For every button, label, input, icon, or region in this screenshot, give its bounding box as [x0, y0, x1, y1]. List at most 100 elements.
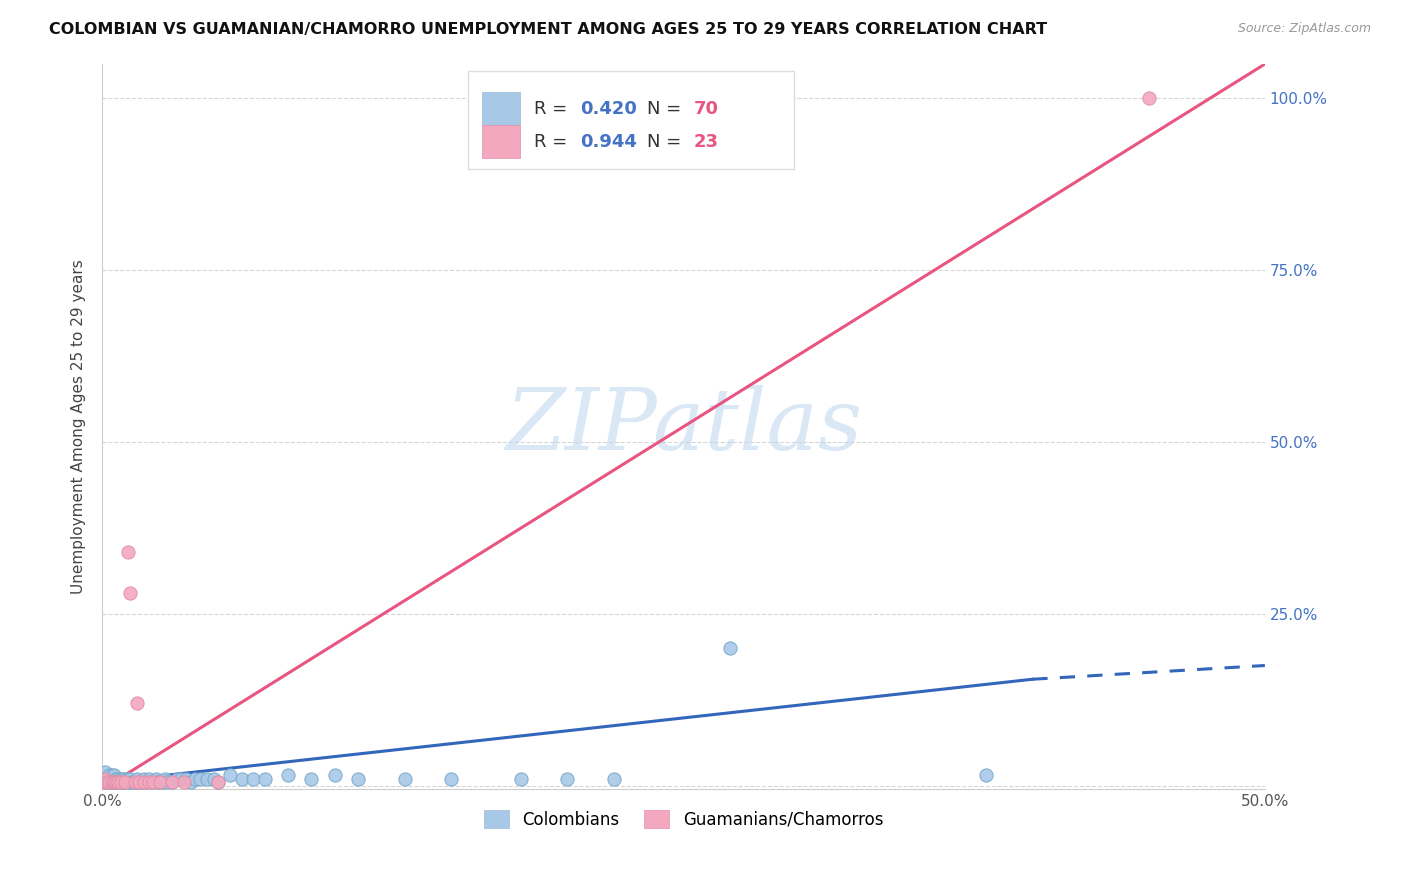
Point: [202, 772, 225, 786]
Point: [105, 775, 128, 789]
Point: [323, 768, 346, 782]
Text: 0.944: 0.944: [581, 133, 637, 151]
Point: [110, 775, 132, 789]
Point: [131, 775, 153, 789]
Point: [207, 775, 229, 789]
Point: [231, 772, 253, 786]
Point: [149, 775, 172, 789]
Point: [139, 775, 162, 789]
Point: [100, 775, 122, 789]
Point: [110, 775, 132, 789]
Point: [974, 768, 997, 782]
Point: [170, 772, 193, 786]
Point: [105, 775, 128, 789]
Point: [132, 772, 155, 786]
Point: [440, 772, 463, 786]
Text: 0.420: 0.420: [581, 100, 637, 118]
Point: [98, 775, 121, 789]
Text: 23: 23: [695, 133, 718, 151]
Point: [112, 772, 135, 786]
Point: [219, 768, 242, 782]
Text: R =: R =: [533, 100, 572, 118]
Point: [103, 768, 125, 782]
Point: [100, 772, 122, 786]
Point: [120, 586, 142, 600]
Point: [124, 775, 146, 789]
Point: [93, 772, 115, 786]
Point: [153, 772, 176, 786]
Point: [138, 772, 160, 786]
Point: [160, 775, 183, 789]
Text: N =: N =: [648, 100, 688, 118]
Point: [91, 772, 114, 786]
Point: [121, 775, 143, 789]
Point: [173, 775, 195, 789]
Point: [145, 772, 167, 786]
Point: [132, 775, 155, 789]
Point: [509, 772, 531, 786]
Point: [347, 772, 370, 786]
Point: [603, 772, 626, 786]
Point: [180, 775, 202, 789]
Point: [135, 775, 157, 789]
Point: [253, 772, 276, 786]
Point: [93, 765, 115, 780]
Y-axis label: Unemployment Among Ages 25 to 29 years: Unemployment Among Ages 25 to 29 years: [72, 260, 86, 594]
Point: [184, 772, 207, 786]
Point: [100, 775, 122, 789]
Point: [107, 775, 129, 789]
Point: [195, 772, 218, 786]
Point: [112, 775, 135, 789]
Point: [128, 775, 150, 789]
Point: [207, 775, 229, 789]
Point: [188, 772, 211, 786]
Text: R =: R =: [533, 133, 572, 151]
Legend: Colombians, Guamanians/Chamorros: Colombians, Guamanians/Chamorros: [477, 804, 890, 835]
Point: [105, 772, 128, 786]
Point: [114, 775, 136, 789]
Point: [117, 545, 139, 559]
Point: [103, 775, 125, 789]
Point: [98, 775, 121, 789]
Point: [127, 775, 149, 789]
Point: [142, 775, 165, 789]
Point: [142, 775, 165, 789]
FancyBboxPatch shape: [482, 126, 520, 158]
Point: [107, 772, 129, 786]
Point: [146, 775, 169, 789]
Text: 70: 70: [695, 100, 718, 118]
Point: [149, 775, 172, 789]
Point: [96, 775, 118, 789]
Point: [152, 775, 174, 789]
Point: [156, 775, 179, 789]
FancyBboxPatch shape: [482, 92, 520, 125]
Point: [110, 772, 132, 786]
Text: N =: N =: [648, 133, 688, 151]
Point: [124, 775, 146, 789]
Point: [103, 775, 125, 789]
Point: [277, 768, 299, 782]
Point: [120, 772, 142, 786]
Point: [128, 775, 150, 789]
Point: [1137, 91, 1160, 105]
Point: [114, 775, 136, 789]
Point: [174, 772, 197, 786]
Point: [127, 696, 149, 710]
Point: [96, 775, 118, 789]
Point: [166, 772, 188, 786]
Text: ZIPatlas: ZIPatlas: [505, 385, 862, 468]
Point: [103, 772, 125, 786]
Point: [120, 775, 142, 789]
Point: [100, 768, 122, 782]
Point: [117, 775, 139, 789]
Point: [110, 775, 132, 789]
Point: [96, 772, 118, 786]
Point: [98, 768, 121, 782]
FancyBboxPatch shape: [468, 71, 794, 169]
Text: COLOMBIAN VS GUAMANIAN/CHAMORRO UNEMPLOYMENT AMONG AGES 25 TO 29 YEARS CORRELATI: COLOMBIAN VS GUAMANIAN/CHAMORRO UNEMPLOY…: [49, 22, 1047, 37]
Point: [107, 775, 129, 789]
Point: [394, 772, 416, 786]
Point: [301, 772, 323, 786]
Text: Source: ZipAtlas.com: Source: ZipAtlas.com: [1237, 22, 1371, 36]
Point: [127, 772, 149, 786]
